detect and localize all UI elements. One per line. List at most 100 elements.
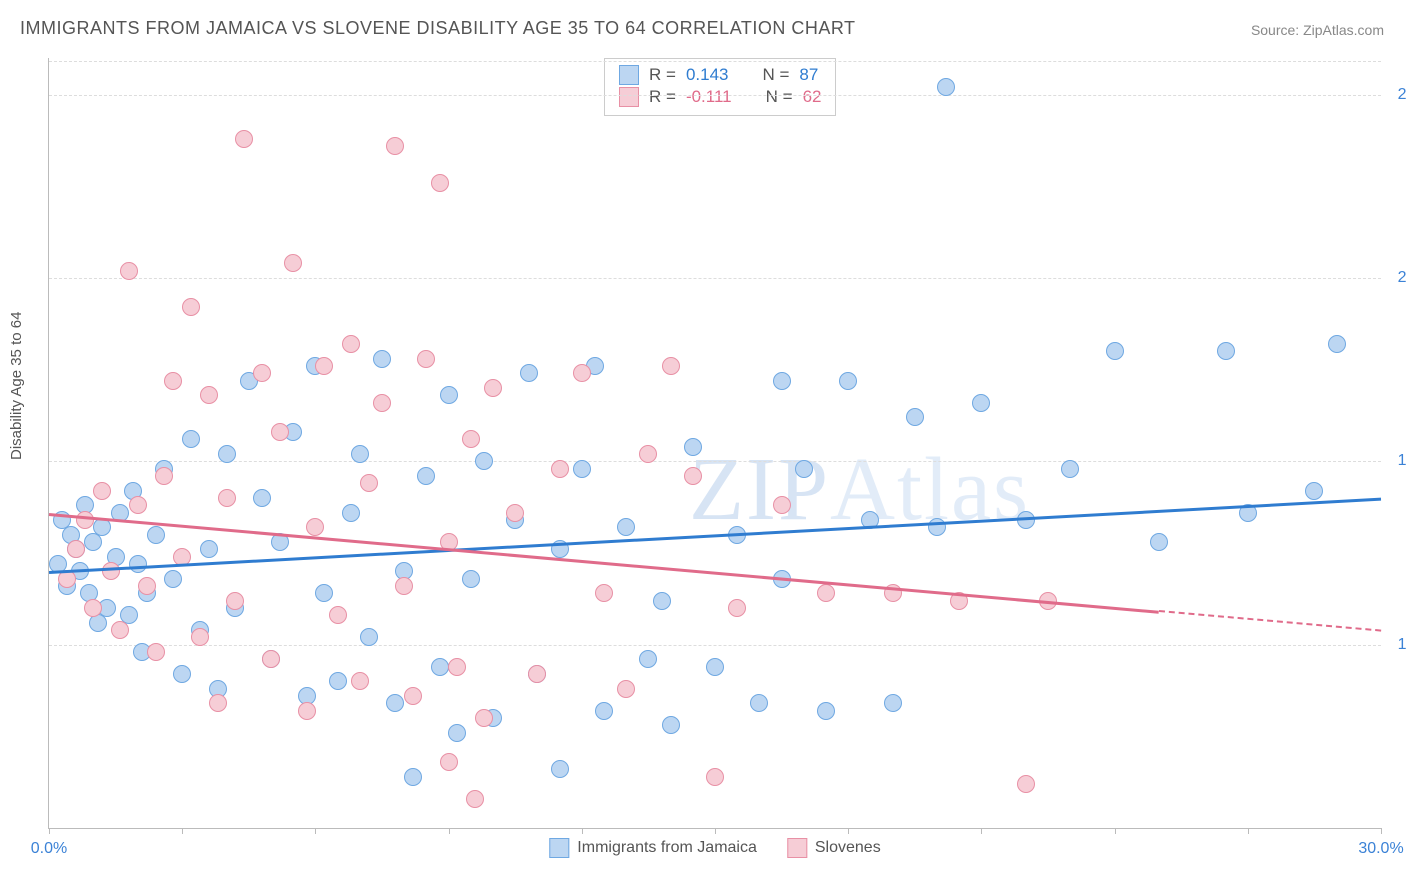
- data-point: [329, 606, 347, 624]
- gridline: [49, 95, 1381, 96]
- data-point: [417, 467, 435, 485]
- data-point: [795, 460, 813, 478]
- data-point: [551, 760, 569, 778]
- x-tick: [315, 828, 316, 834]
- data-point: [351, 672, 369, 690]
- data-point: [360, 474, 378, 492]
- data-point: [1217, 342, 1235, 360]
- legend-n-label: N =: [766, 87, 793, 107]
- y-tick-label: 25.0%: [1388, 86, 1406, 104]
- data-point: [218, 489, 236, 507]
- data-point: [662, 716, 680, 734]
- data-point: [200, 386, 218, 404]
- x-tick-label: 30.0%: [1358, 840, 1403, 858]
- data-point: [573, 364, 591, 382]
- data-point: [617, 518, 635, 536]
- data-point: [1061, 460, 1079, 478]
- data-point: [129, 496, 147, 514]
- x-tick: [49, 828, 50, 834]
- data-point: [595, 584, 613, 602]
- source-prefix: Source:: [1251, 22, 1303, 38]
- data-point: [1305, 482, 1323, 500]
- gridline: [49, 61, 1381, 62]
- data-point: [750, 694, 768, 712]
- plot-area: ZIPAtlas R = 0.143N = 87R = -0.111N = 62…: [48, 58, 1381, 829]
- x-tick: [582, 828, 583, 834]
- data-point: [102, 562, 120, 580]
- source-link[interactable]: ZipAtlas.com: [1303, 22, 1384, 38]
- data-point: [129, 555, 147, 573]
- data-point: [329, 672, 347, 690]
- watermark-bold: ZIP: [689, 440, 830, 539]
- y-tick-label: 10.0%: [1388, 636, 1406, 654]
- x-tick: [981, 828, 982, 834]
- x-tick: [848, 828, 849, 834]
- data-point: [475, 452, 493, 470]
- data-point: [440, 386, 458, 404]
- data-point: [218, 445, 236, 463]
- data-point: [839, 372, 857, 390]
- gridline: [49, 645, 1381, 646]
- data-point: [528, 665, 546, 683]
- x-tick: [1381, 828, 1382, 834]
- data-point: [226, 592, 244, 610]
- x-tick: [1115, 828, 1116, 834]
- y-axis-label: Disability Age 35 to 64: [8, 312, 25, 460]
- data-point: [1106, 342, 1124, 360]
- data-point: [773, 372, 791, 390]
- data-point: [484, 379, 502, 397]
- gridline: [49, 278, 1381, 279]
- data-point: [164, 372, 182, 390]
- trend-line: [49, 498, 1381, 574]
- data-point: [373, 350, 391, 368]
- y-tick-label: 20.0%: [1388, 269, 1406, 287]
- data-point: [306, 518, 324, 536]
- data-point: [93, 482, 111, 500]
- legend-r-label: R =: [649, 87, 676, 107]
- legend-row: R = 0.143N = 87: [619, 65, 821, 85]
- gridline: [49, 461, 1381, 462]
- data-point: [298, 702, 316, 720]
- data-point: [386, 694, 404, 712]
- legend-label: Slovenes: [815, 839, 881, 857]
- data-point: [373, 394, 391, 412]
- data-point: [817, 702, 835, 720]
- data-point: [520, 364, 538, 382]
- legend-swatch: [619, 87, 639, 107]
- legend-swatch: [549, 838, 569, 858]
- data-point: [120, 262, 138, 280]
- data-point: [138, 577, 156, 595]
- data-point: [404, 768, 422, 786]
- data-point: [448, 658, 466, 676]
- data-point: [155, 467, 173, 485]
- legend-r-value: -0.111: [686, 87, 732, 107]
- data-point: [173, 665, 191, 683]
- data-point: [235, 130, 253, 148]
- data-point: [342, 504, 360, 522]
- data-point: [448, 724, 466, 742]
- data-point: [466, 790, 484, 808]
- data-point: [84, 599, 102, 617]
- data-point: [684, 438, 702, 456]
- data-point: [417, 350, 435, 368]
- legend-n-label: N =: [762, 65, 789, 85]
- data-point: [431, 174, 449, 192]
- data-point: [662, 357, 680, 375]
- legend-n-value: 87: [799, 65, 818, 85]
- data-point: [93, 518, 111, 536]
- data-point: [431, 658, 449, 676]
- data-point: [271, 423, 289, 441]
- data-point: [462, 570, 480, 588]
- data-point: [1017, 775, 1035, 793]
- chart-title: IMMIGRANTS FROM JAMAICA VS SLOVENE DISAB…: [20, 18, 856, 39]
- data-point: [639, 650, 657, 668]
- data-point: [351, 445, 369, 463]
- legend-swatch: [787, 838, 807, 858]
- data-point: [706, 768, 724, 786]
- data-point: [884, 694, 902, 712]
- data-point: [1150, 533, 1168, 551]
- data-point: [360, 628, 378, 646]
- legend-r-value: 0.143: [686, 65, 729, 85]
- data-point: [906, 408, 924, 426]
- legend-row: R = -0.111N = 62: [619, 87, 821, 107]
